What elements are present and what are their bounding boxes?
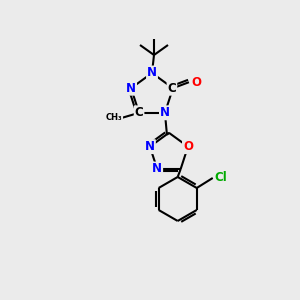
Text: C: C (167, 82, 176, 95)
Text: N: N (147, 67, 157, 80)
Text: N: N (160, 106, 170, 119)
Text: N: N (145, 140, 155, 153)
Text: O: O (191, 76, 201, 89)
Text: N: N (126, 82, 136, 95)
Text: Cl: Cl (214, 172, 227, 184)
Text: C: C (135, 106, 143, 119)
Text: N: N (152, 163, 162, 176)
Text: O: O (183, 140, 193, 153)
Text: CH₃: CH₃ (106, 113, 122, 122)
